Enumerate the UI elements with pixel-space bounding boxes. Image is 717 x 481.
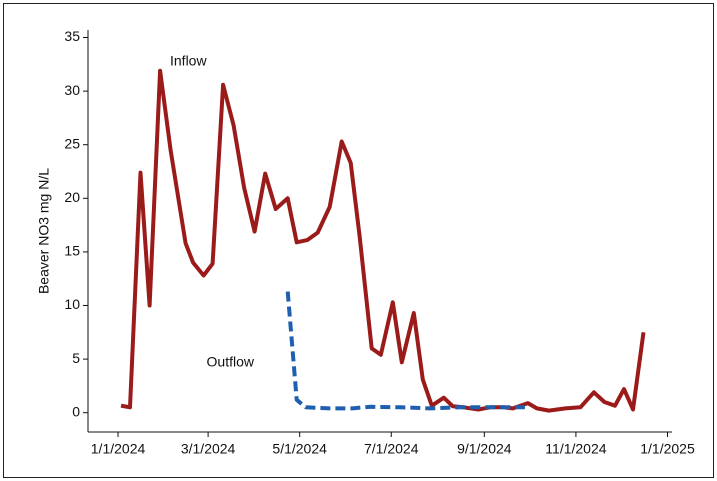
y-tick-label: 25: [64, 135, 80, 151]
x-tick-label: 9/1/2024: [457, 441, 512, 457]
frame: [3, 3, 714, 478]
series-label: Outflow: [207, 354, 255, 370]
x-tick-label: 1/1/2025: [640, 441, 695, 457]
series-line: [120, 68, 646, 413]
y-tick-label: 10: [64, 296, 80, 312]
y-tick-label: 15: [64, 243, 80, 259]
y-axis-label: Beaver NO3 mg N/L: [36, 168, 52, 294]
series-line: [285, 291, 525, 411]
y-tick-label: 30: [64, 82, 80, 98]
x-tick-label: 5/1/2024: [272, 441, 327, 457]
y-tick-label: 0: [72, 403, 80, 419]
x-tick-label: 3/1/2024: [181, 441, 236, 457]
x-tick-label: 1/1/2024: [91, 441, 146, 457]
y-tick-label: 5: [72, 350, 80, 366]
y-tick-label: 35: [64, 28, 80, 44]
x-tick-label: 7/1/2024: [364, 441, 419, 457]
y-tick-label: 20: [64, 189, 80, 205]
series-label: Inflow: [170, 53, 207, 69]
x-tick-label: 11/1/2024: [545, 441, 606, 457]
